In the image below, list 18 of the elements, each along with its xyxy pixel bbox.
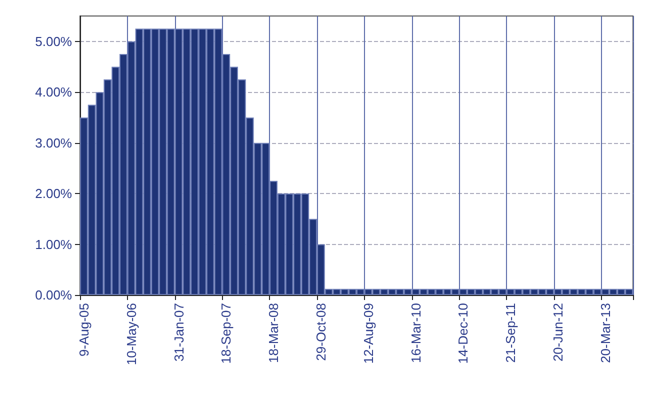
y-tick-label: 4.00% xyxy=(35,84,72,100)
y-tick-label: 2.00% xyxy=(35,186,72,202)
y-tick-label: 1.00% xyxy=(35,236,72,252)
x-tick-label: 20-Mar-13 xyxy=(598,303,613,363)
x-tick-label: 31-Jan-07 xyxy=(171,303,186,362)
x-tick-label: 18-Mar-08 xyxy=(266,303,282,363)
y-tick-label: 5.00% xyxy=(35,34,72,49)
x-tick-label: 29-Oct-08 xyxy=(313,303,328,361)
x-tick-label: 14-Dec-10 xyxy=(456,303,471,364)
x-tick-label: 10-May-06 xyxy=(124,303,139,366)
x-tick-label: 12-Aug-09 xyxy=(360,303,376,364)
x-tick-label: 21-Sep-11 xyxy=(503,303,518,363)
x-tick-label: 16-Mar-10 xyxy=(408,303,424,363)
y-tick-label: 0.00% xyxy=(35,288,72,302)
y-tick-label: 3.00% xyxy=(35,135,72,150)
x-tick-label: 18-Sep-07 xyxy=(218,303,234,364)
x-tick-label: 9-Aug-05 xyxy=(76,303,92,356)
x-tick-label: 20-Jun-12 xyxy=(550,303,566,362)
